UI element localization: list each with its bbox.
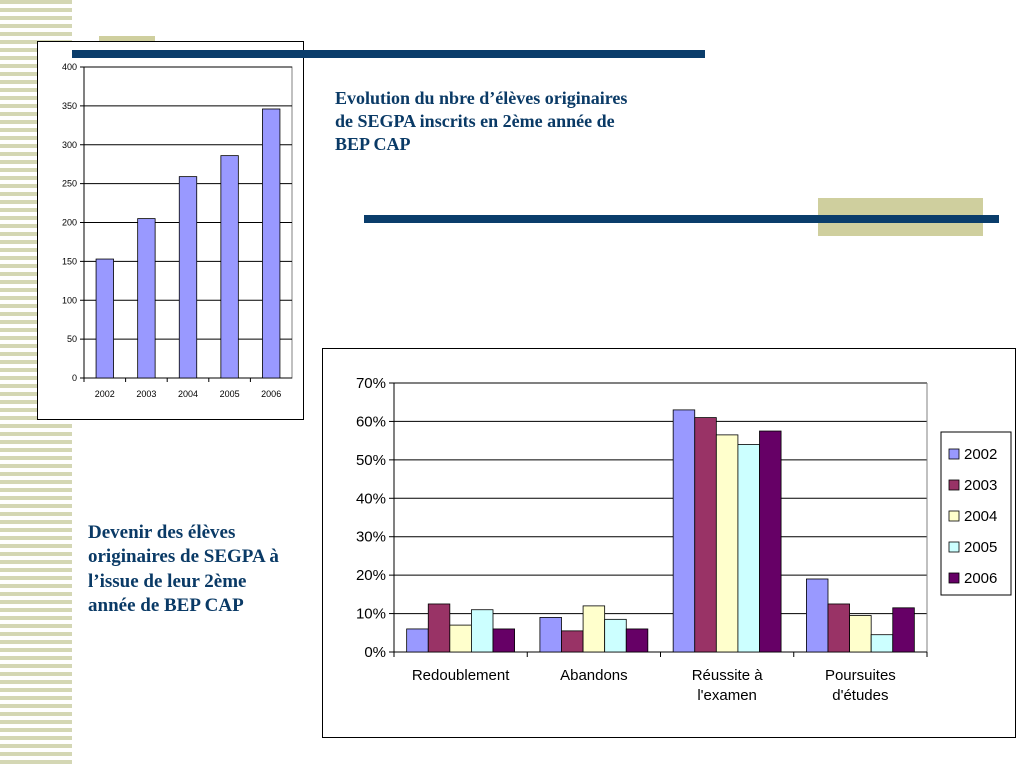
- x-tick-label: 2003: [136, 389, 156, 399]
- legend-label: 2006: [964, 570, 997, 587]
- chart-frame-enrollment: 0 50 100 150 200 250 300 350 400 2002 2003 2004 2005…: [37, 41, 304, 420]
- y-tick-label: 150: [62, 256, 77, 266]
- bar-2006: [262, 108, 281, 379]
- bar-2006-1: [492, 628, 515, 653]
- chart-frame-outcomes: 0% 10% 20% 30% 40% 50% 60% 70% Redoublement Aband…: [322, 348, 1016, 738]
- bar-2005-4: [870, 634, 894, 653]
- bar-2002: [95, 258, 114, 379]
- legend-swatch-2002: [948, 448, 960, 460]
- y-tick-label: 20%: [356, 567, 386, 584]
- x-tick-label: Poursuites: [825, 667, 896, 684]
- x-tick-label: Réussite à: [692, 667, 764, 684]
- outcomes-bar-chart: 0% 10% 20% 30% 40% 50% 60% 70% Redoublement Aband…: [356, 375, 1012, 704]
- bar-2003-3: [694, 417, 717, 653]
- legend-label: 2002: [964, 446, 997, 463]
- bar-2004-3: [715, 434, 739, 653]
- bar-2002-1: [406, 628, 429, 653]
- x-tick-label: 2004: [178, 389, 198, 399]
- bar-2005: [220, 155, 239, 379]
- legend-label: 2005: [964, 539, 997, 556]
- x-tick-label: 2002: [95, 389, 115, 399]
- y-tick-label: 200: [62, 218, 77, 228]
- bar-2002-4: [806, 578, 829, 653]
- legend-label: 2003: [964, 477, 997, 494]
- bar-2003-2: [561, 630, 584, 653]
- bar-2005-2: [604, 618, 627, 653]
- y-tick-label: 400: [62, 62, 77, 72]
- bar-2004: [178, 176, 198, 379]
- legend-label: 2004: [964, 508, 997, 525]
- title-bottom: Devenir des élèves originaires de SEGPA …: [88, 522, 279, 616]
- x-tick-label: Redoublement: [412, 667, 510, 684]
- y-tick-label: 300: [62, 140, 77, 150]
- x-tick-label: d'études: [832, 687, 888, 704]
- y-tick-label: 350: [62, 101, 77, 111]
- bar-2004-1: [449, 624, 472, 653]
- y-tick-label: 40%: [356, 490, 386, 507]
- bar-2004-4: [849, 615, 872, 653]
- bar-2003: [137, 218, 156, 379]
- x-tick-label: 2006: [261, 389, 281, 399]
- x-tick-label: Abandons: [560, 667, 628, 684]
- bar-2005-1: [471, 609, 494, 653]
- y-tick-label: 100: [62, 295, 77, 305]
- x-tick-label: l'examen: [697, 687, 757, 704]
- bar-2003-4: [827, 603, 850, 653]
- bar-2003-1: [427, 603, 451, 653]
- y-tick-label: 70%: [356, 375, 386, 392]
- x-tick-label: 2005: [220, 389, 240, 399]
- y-tick-label: 250: [62, 179, 77, 189]
- accent-line-top: [72, 50, 705, 58]
- legend-swatch-2003: [948, 479, 960, 491]
- y-tick-label: 0%: [364, 644, 386, 661]
- bar-2006-4: [892, 607, 915, 653]
- legend-swatch-2006: [948, 572, 960, 584]
- legend-swatch-2005: [948, 541, 960, 553]
- y-tick-label: 30%: [356, 529, 386, 546]
- legend-swatch-2004: [948, 510, 960, 522]
- accent-line-middle: [364, 215, 999, 223]
- bar-2004-2: [582, 605, 606, 653]
- bar-2002-3: [672, 409, 696, 653]
- y-tick-label: 0: [72, 373, 77, 383]
- y-tick-label: 50%: [356, 452, 386, 469]
- y-tick-label: 10%: [356, 606, 386, 623]
- enrollment-bar-chart: 0 50 100 150 200 250 300 350 400 2002 2003 2004 2005…: [62, 62, 293, 399]
- bar-2006-3: [759, 430, 782, 653]
- bar-2006-2: [625, 628, 649, 653]
- bar-2002-2: [539, 617, 562, 653]
- y-tick-label: 60%: [356, 413, 386, 430]
- bar-2005-3: [737, 444, 760, 653]
- title-top: Evolution du nbre d’élèves originaires d…: [335, 88, 628, 155]
- y-tick-label: 50: [67, 334, 77, 344]
